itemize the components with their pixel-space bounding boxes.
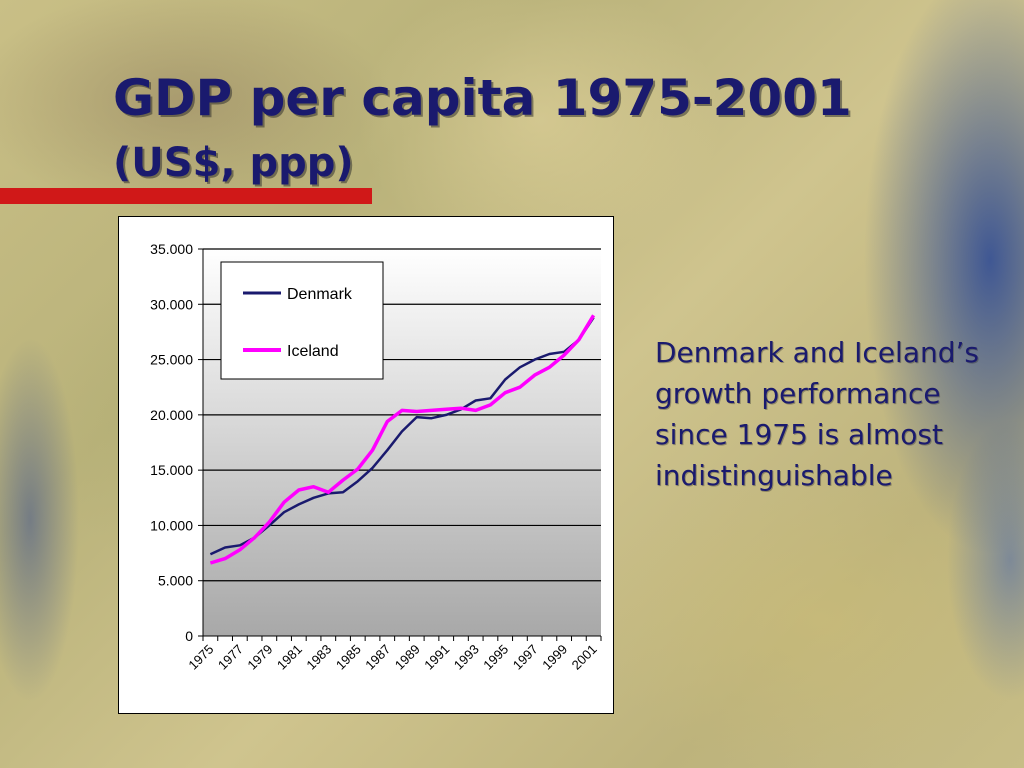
y-tick-label: 5.000 <box>158 573 193 589</box>
x-tick-label: 1981 <box>274 642 305 673</box>
gdp-line-chart: 0 5.000 10.000 15.000 20.000 25.000 30.000 35.0… <box>150 241 602 673</box>
x-tick-label: 1989 <box>392 642 423 673</box>
y-tick-label: 35.000 <box>150 241 193 257</box>
x-tick-label: 1993 <box>451 642 482 673</box>
denmark-series-line <box>209 316 595 556</box>
slide-subtitle: (US$, ppp) <box>113 140 354 186</box>
chart-frame: 0 5.000 10.000 15.000 20.000 25.000 30.000 35.0… <box>118 216 614 714</box>
x-tick-label: 1995 <box>480 642 511 673</box>
y-tick-label: 25.000 <box>150 352 193 368</box>
x-tick-label: 2001 <box>569 642 600 673</box>
legend-label-denmark: Denmark <box>287 286 353 303</box>
x-tick-label: 1991 <box>421 642 452 673</box>
legend-label-iceland: Iceland <box>287 343 339 360</box>
y-tick-label: 15.000 <box>150 462 193 478</box>
x-tick-label: 1977 <box>215 642 246 673</box>
x-tick-label: 1975 <box>185 642 216 673</box>
x-tick-label: 1997 <box>510 642 541 673</box>
x-tick-label: 1979 <box>244 642 275 673</box>
legend-box <box>220 261 384 380</box>
y-tick-label: 30.000 <box>150 296 193 312</box>
accent-rule <box>0 188 372 204</box>
y-tick-label: 0 <box>185 628 193 644</box>
x-tick-label: 1987 <box>362 642 393 673</box>
y-tick-label: 20.000 <box>150 407 193 423</box>
iceland-series-line <box>209 314 596 565</box>
x-tick-label: 1999 <box>539 642 570 673</box>
y-tick-label: 10.000 <box>150 517 193 533</box>
commentary-text: Denmark and Iceland’s growth performance… <box>655 336 979 492</box>
slide-title: GDP per capita 1975-2001 <box>113 69 852 127</box>
x-tick-label: 1985 <box>333 642 364 673</box>
chart-legend: Denmark Iceland <box>220 261 384 380</box>
x-tick-label: 1983 <box>303 642 334 673</box>
